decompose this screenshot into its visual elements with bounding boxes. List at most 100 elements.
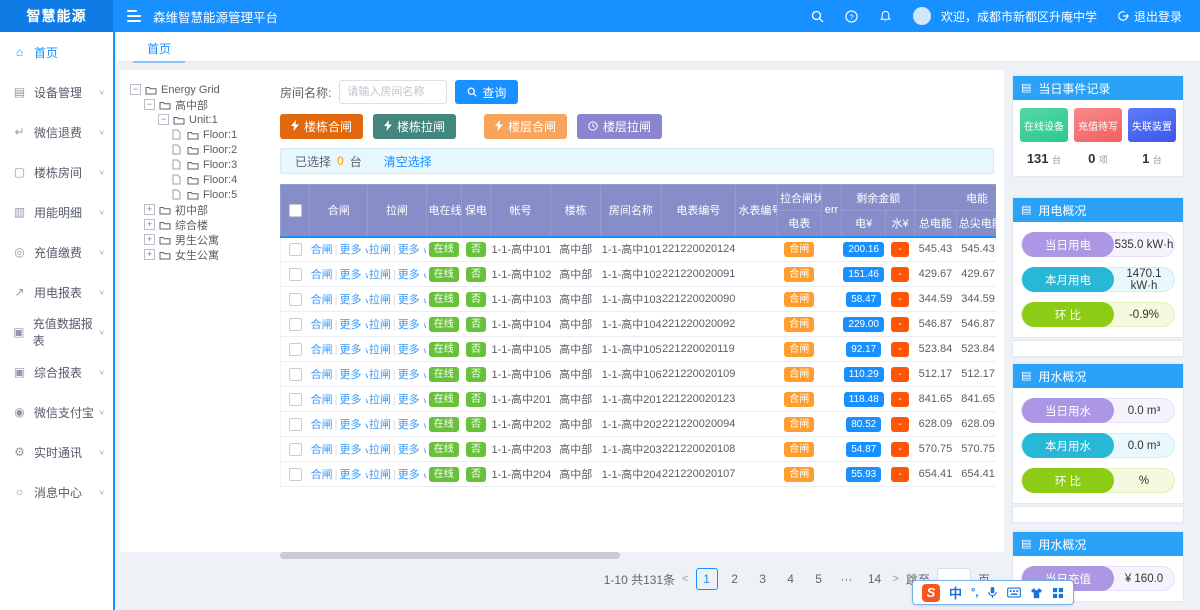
row-checkbox[interactable] [289, 343, 302, 356]
mic-icon[interactable] [987, 586, 998, 599]
open-more-link[interactable]: 更多 [398, 469, 423, 481]
close-link[interactable]: 合闸 [311, 244, 333, 256]
expand-node-icon[interactable]: + [144, 204, 155, 215]
open-link[interactable]: 拉闸 [369, 319, 391, 331]
close-more-link[interactable]: 更多 [339, 294, 364, 306]
close-more-link[interactable]: 更多 [339, 244, 364, 256]
close-link[interactable]: 合闸 [311, 419, 333, 431]
open-link[interactable]: 拉闸 [369, 394, 391, 406]
tree-node-energy-grid[interactable]: −Energy Grid [130, 82, 280, 97]
close-link[interactable]: 合闸 [311, 469, 333, 481]
punctuation-icon[interactable]: °, [971, 587, 978, 599]
logout-button[interactable]: 退出登录 [1117, 8, 1182, 25]
open-more-link[interactable]: 更多 [398, 444, 423, 456]
open-more-link[interactable]: 更多 [398, 394, 423, 406]
sidebar-item-device-list[interactable]: ▤设备管理∨ [0, 72, 113, 112]
keyboard-icon[interactable] [1007, 587, 1021, 598]
tree-node-----[interactable]: +男生公寓 [130, 232, 280, 247]
open-link[interactable]: 拉闸 [369, 369, 391, 381]
sidebar-item-message-center[interactable]: ○消息中心∨ [0, 472, 113, 512]
collapse-menu-icon[interactable] [127, 10, 141, 22]
open-link[interactable]: 拉闸 [369, 294, 391, 306]
open-more-link[interactable]: 更多 [398, 269, 423, 281]
row-checkbox[interactable] [289, 268, 302, 281]
sidebar-item-home[interactable]: ⌂首页 [0, 32, 113, 72]
row-checkbox[interactable] [289, 393, 302, 406]
prev-page-icon[interactable]: < [682, 573, 688, 585]
close-more-link[interactable]: 更多 [339, 269, 364, 281]
open-more-link[interactable]: 更多 [398, 369, 423, 381]
expand-node-icon[interactable]: + [144, 234, 155, 245]
tree-node----[interactable]: +综合楼 [130, 217, 280, 232]
user-avatar[interactable] [913, 7, 931, 25]
close-more-link[interactable]: 更多 [339, 444, 364, 456]
sidebar-item-building-room[interactable]: ▢楼栋房间∨ [0, 152, 113, 192]
row-checkbox[interactable] [289, 368, 302, 381]
close-link[interactable]: 合闸 [311, 394, 333, 406]
tree-node-unit-1[interactable]: −Unit:1 [130, 112, 280, 127]
query-button[interactable]: 查询 [455, 80, 518, 104]
close-link[interactable]: 合闸 [311, 294, 333, 306]
row-checkbox[interactable] [289, 318, 302, 331]
sidebar-item-summary-report[interactable]: ▣综合报表∨ [0, 352, 113, 392]
search-icon[interactable] [811, 9, 825, 23]
row-checkbox[interactable] [289, 293, 302, 306]
page-button-1[interactable]: 1 [696, 568, 718, 590]
close-link[interactable]: 合闸 [311, 319, 333, 331]
bell-icon[interactable] [879, 9, 893, 23]
collapse-node-icon[interactable]: − [158, 114, 169, 125]
select-all-checkbox[interactable] [289, 204, 302, 217]
next-page-icon[interactable]: > [893, 573, 899, 585]
room-name-input[interactable] [339, 80, 447, 104]
action-button-1[interactable]: 楼栋合闸 [280, 114, 363, 139]
tree-node-floor-5[interactable]: Floor:5 [130, 187, 280, 202]
page-button-4[interactable]: 4 [780, 568, 802, 590]
tree-node-floor-2[interactable]: Floor:2 [130, 142, 280, 157]
close-more-link[interactable]: 更多 [339, 469, 364, 481]
open-more-link[interactable]: 更多 [398, 319, 423, 331]
close-more-link[interactable]: 更多 [339, 319, 364, 331]
expand-node-icon[interactable]: + [144, 249, 155, 260]
sidebar-item-wechat-alipay[interactable]: ◉微信支付宝∨ [0, 392, 113, 432]
close-link[interactable]: 合闸 [311, 369, 333, 381]
close-more-link[interactable]: 更多 [339, 394, 364, 406]
row-checkbox[interactable] [289, 468, 302, 481]
close-link[interactable]: 合闸 [311, 444, 333, 456]
tree-node-----[interactable]: +女生公寓 [130, 247, 280, 262]
tree-node-floor-4[interactable]: Floor:4 [130, 172, 280, 187]
page-button-3[interactable]: 3 [752, 568, 774, 590]
chinese-mode-icon[interactable]: 中 [949, 583, 962, 602]
sidebar-item-electric-report-trend[interactable]: ↗用电报表∨ [0, 272, 113, 312]
open-more-link[interactable]: 更多 [398, 419, 423, 431]
page-button-2[interactable]: 2 [724, 568, 746, 590]
horizontal-scrollbar[interactable] [280, 552, 620, 559]
sogou-logo-icon[interactable]: S [922, 584, 940, 602]
open-more-link[interactable]: 更多 [398, 244, 423, 256]
tree-node-floor-1[interactable]: Floor:1 [130, 127, 280, 142]
row-checkbox[interactable] [289, 243, 302, 256]
sidebar-item-energy-detail-chart[interactable]: ▥用能明细∨ [0, 192, 113, 232]
open-link[interactable]: 拉闸 [369, 444, 391, 456]
sidebar-item-refund-return[interactable]: ↵微信退费∨ [0, 112, 113, 152]
close-more-link[interactable]: 更多 [339, 344, 364, 356]
row-checkbox[interactable] [289, 418, 302, 431]
tree-node----[interactable]: −高中部 [130, 97, 280, 112]
collapse-node-icon[interactable]: − [130, 84, 141, 95]
clear-selection-link[interactable]: 清空选择 [384, 153, 432, 170]
close-link[interactable]: 合闸 [311, 344, 333, 356]
open-link[interactable]: 拉闸 [369, 419, 391, 431]
help-icon[interactable]: ? [845, 9, 859, 23]
expand-node-icon[interactable]: + [144, 219, 155, 230]
close-link[interactable]: 合闸 [311, 269, 333, 281]
action-button-4[interactable]: 楼层拉闸 [577, 114, 662, 139]
skin-icon[interactable] [1030, 587, 1043, 599]
sidebar-item-recharge-pay[interactable]: ◎充值缴费∨ [0, 232, 113, 272]
row-checkbox[interactable] [289, 443, 302, 456]
tab-home[interactable]: 首页 [133, 37, 185, 63]
open-link[interactable]: 拉闸 [369, 469, 391, 481]
open-link[interactable]: 拉闸 [369, 344, 391, 356]
open-link[interactable]: 拉闸 [369, 269, 391, 281]
close-more-link[interactable]: 更多 [339, 369, 364, 381]
tree-node-floor-3[interactable]: Floor:3 [130, 157, 280, 172]
close-more-link[interactable]: 更多 [339, 419, 364, 431]
